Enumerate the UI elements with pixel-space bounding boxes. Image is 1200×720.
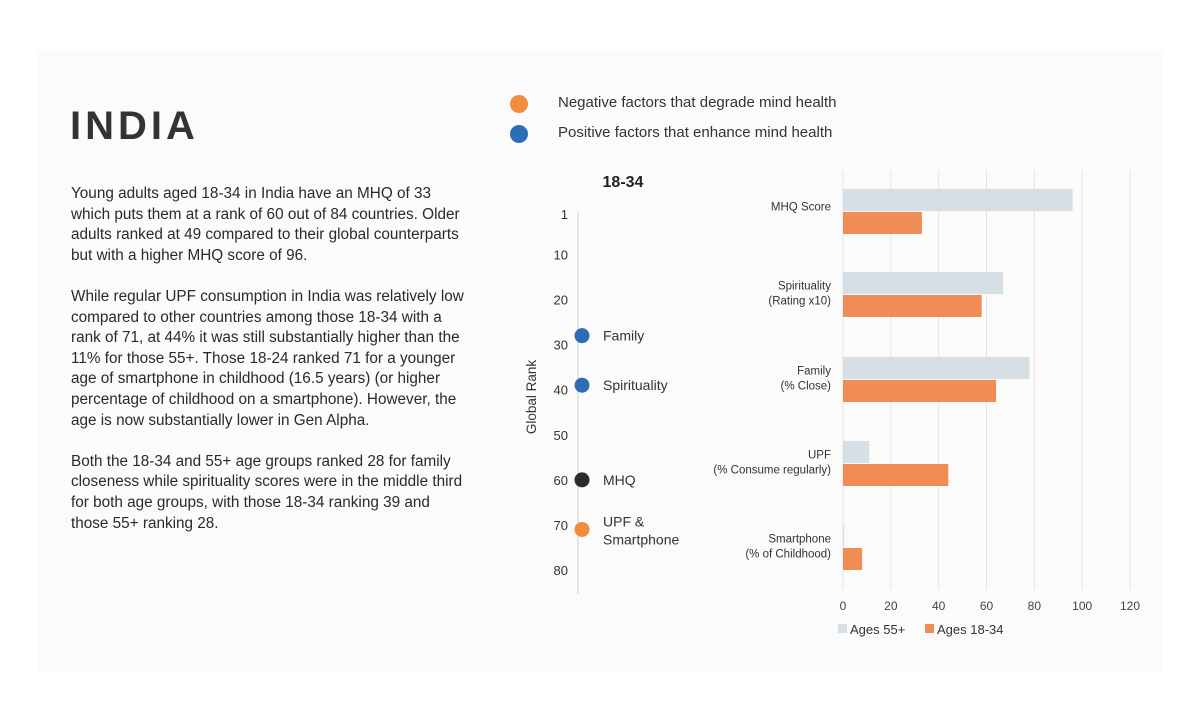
bar-ages-18-34-1 xyxy=(843,295,982,317)
rank-point-label: UPF & xyxy=(603,513,645,529)
bar-ages-55-plus-2 xyxy=(843,357,1030,379)
bar-legend-swatch xyxy=(838,624,847,633)
bar-x-tick-label: 100 xyxy=(1072,599,1092,613)
rank-tick-label: 30 xyxy=(554,338,568,353)
bar-ages-55-plus-4 xyxy=(843,525,845,547)
rank-point-label: Family xyxy=(603,328,644,344)
rank-tick-label: 40 xyxy=(554,383,568,398)
bar-category-label: (% Consume regularly) xyxy=(713,465,831,477)
rank-tick-label: 20 xyxy=(554,293,568,308)
rank-point-upf- xyxy=(574,521,590,537)
rank-point-label: MHQ xyxy=(603,472,636,488)
paragraph-1: Young adults aged 18-34 in India have an… xyxy=(71,185,460,264)
bar-x-tick-label: 80 xyxy=(1028,599,1042,613)
rank-point-label: Spirituality xyxy=(603,377,668,393)
rank-tick-label: 60 xyxy=(554,473,568,488)
bar-ages-18-34-3 xyxy=(843,464,949,486)
rank-tick-label: 10 xyxy=(554,248,568,263)
paragraph-2: While regular UPF consumption in India w… xyxy=(71,287,464,429)
bar-category-label: (Rating x10) xyxy=(768,296,831,308)
bar-ages-55-plus-0 xyxy=(843,189,1073,211)
bar-ages-55-plus-1 xyxy=(843,272,1004,294)
page-title: INDIA xyxy=(70,104,199,148)
bar-legend-label: Ages 18-34 xyxy=(937,622,1004,637)
bar-x-tick-label: 0 xyxy=(840,599,847,613)
bar-category-label: Smartphone xyxy=(768,534,831,546)
rank-chart-title: 18-34 xyxy=(603,174,644,191)
rank-tick-label: 80 xyxy=(554,563,568,578)
bar-ages-18-34-0 xyxy=(843,212,922,234)
rank-tick-label: 50 xyxy=(554,428,568,443)
paragraph-3: Both the 18-34 and 55+ age groups ranked… xyxy=(71,452,463,532)
bar-ages-55-plus-3 xyxy=(843,441,870,463)
legend-negative-label: Negative factors that degrade mind healt… xyxy=(558,94,837,111)
legend-positive-label: Positive factors that enhance mind healt… xyxy=(558,124,833,141)
bar-category-label: Family xyxy=(797,366,831,378)
bar-category-label: MHQ Score xyxy=(771,202,831,214)
rank-point-label: Smartphone xyxy=(603,531,679,547)
description-text: Young adults aged 18-34 in India have an… xyxy=(71,184,471,555)
blue-dot-icon xyxy=(510,125,528,143)
bar-category-label: Spirituality xyxy=(778,281,831,293)
bar-x-tick-label: 40 xyxy=(932,599,946,613)
bar-legend-label: Ages 55+ xyxy=(850,622,905,637)
bar-legend-swatch xyxy=(925,624,934,633)
bar-x-tick-label: 20 xyxy=(884,599,898,613)
bar-x-tick-label: 60 xyxy=(980,599,994,613)
rank-tick-label: 1 xyxy=(561,207,568,222)
rank-point-spirituality xyxy=(574,377,590,393)
bar-ages-18-34-2 xyxy=(843,380,997,402)
bar-category-label: (% of Childhood) xyxy=(745,549,831,561)
rank-tick-label: 70 xyxy=(554,518,568,533)
bar-ages-18-34-4 xyxy=(843,548,863,570)
rank-point-mhq xyxy=(574,472,590,488)
rank-point-family xyxy=(574,328,590,344)
rank-axis-label: Global Rank xyxy=(524,360,539,435)
bar-category-label: UPF xyxy=(808,450,831,462)
bar-category-label: (% Close) xyxy=(781,381,832,393)
orange-dot-icon xyxy=(510,95,528,113)
bar-x-tick-label: 120 xyxy=(1120,599,1140,613)
